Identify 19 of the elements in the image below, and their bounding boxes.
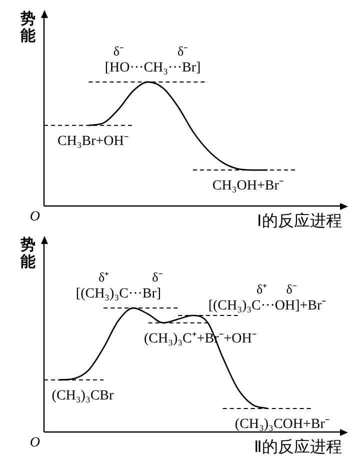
annotation: CH₃OH+Br⁻	[212, 178, 284, 194]
annotation: [(CH₃)₃C···OH]+Br⁻	[208, 298, 327, 314]
x-axis-title: Ⅰ的反应进程	[257, 212, 342, 230]
text: O	[30, 210, 40, 225]
annotation: [HO···CH₃···Br]	[104, 60, 201, 76]
text: δ⁺	[256, 281, 267, 296]
text: δ⁻	[286, 281, 296, 296]
annotation: (CH₃)₃CBr	[52, 388, 114, 404]
y-axis-title: 势能	[20, 236, 36, 270]
text: O	[30, 436, 40, 451]
y-axis-title: 势能	[20, 10, 36, 44]
x-axis-title: Ⅱ的反应进程	[254, 438, 342, 456]
annotation: (CH₃)₃COH+Br⁻	[234, 417, 330, 432]
annotation: δ⁻	[178, 43, 188, 58]
annotation: δ⁻	[113, 43, 124, 58]
annotation: [(CH₃)₃C···Br]	[76, 286, 162, 302]
annotation: δ⁺	[98, 269, 109, 284]
annotation: δ⁻	[152, 269, 162, 284]
annotation: CH₃Br+OH⁻	[57, 134, 129, 150]
